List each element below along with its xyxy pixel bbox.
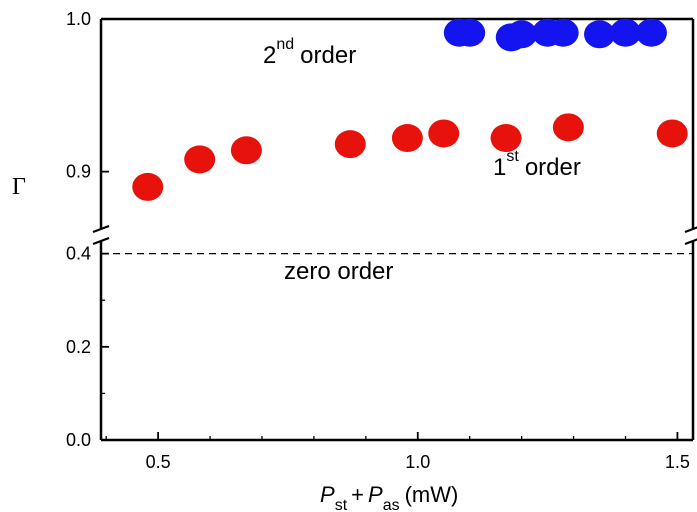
axis-ticks: 0.5 1.0 1.5 0.0 0.2 0.4 0.9 1.0 (66, 9, 690, 472)
x-tick-label: 1.0 (405, 452, 430, 472)
zero-order-label: zero order (284, 258, 393, 285)
axis-break-mark-right (684, 238, 697, 246)
data-point-first-order (490, 124, 522, 153)
y-tick-label: 0.0 (66, 430, 91, 450)
data-point-second-order (506, 20, 538, 49)
second-order-label: 2nd order (263, 36, 356, 69)
data-point-second-order (584, 20, 616, 49)
x-tick-label: 1.5 (665, 452, 690, 472)
y-axis-label: Γ (12, 174, 26, 200)
data-point-second-order (547, 18, 579, 47)
axis-break-mark-left (92, 224, 110, 234)
data-point-first-order (184, 145, 216, 174)
data-points (132, 18, 688, 201)
data-point-first-order (428, 119, 460, 148)
first-order-label: 1st order (493, 148, 581, 181)
data-point-second-order (609, 18, 641, 47)
y-tick-label: 0.2 (66, 337, 91, 357)
x-tick-label: 0.5 (146, 452, 171, 472)
axis-break-mark-left (92, 236, 110, 246)
data-point-first-order (230, 136, 262, 165)
y-tick-label: 0.9 (66, 162, 91, 182)
data-point-first-order (656, 119, 688, 148)
data-point-second-order (454, 18, 486, 47)
data-point-first-order (334, 130, 366, 159)
y-tick-label: 0.4 (66, 244, 91, 264)
data-point-second-order (635, 18, 667, 47)
x-axis-label: Pst + Pas (mW) (320, 482, 458, 512)
data-point-first-order (391, 124, 423, 153)
axis-break-mark-right (684, 226, 697, 234)
data-point-first-order (132, 172, 164, 201)
plot-frame (92, 17, 697, 442)
data-point-first-order (552, 113, 584, 142)
y-tick-label: 1.0 (66, 9, 91, 29)
